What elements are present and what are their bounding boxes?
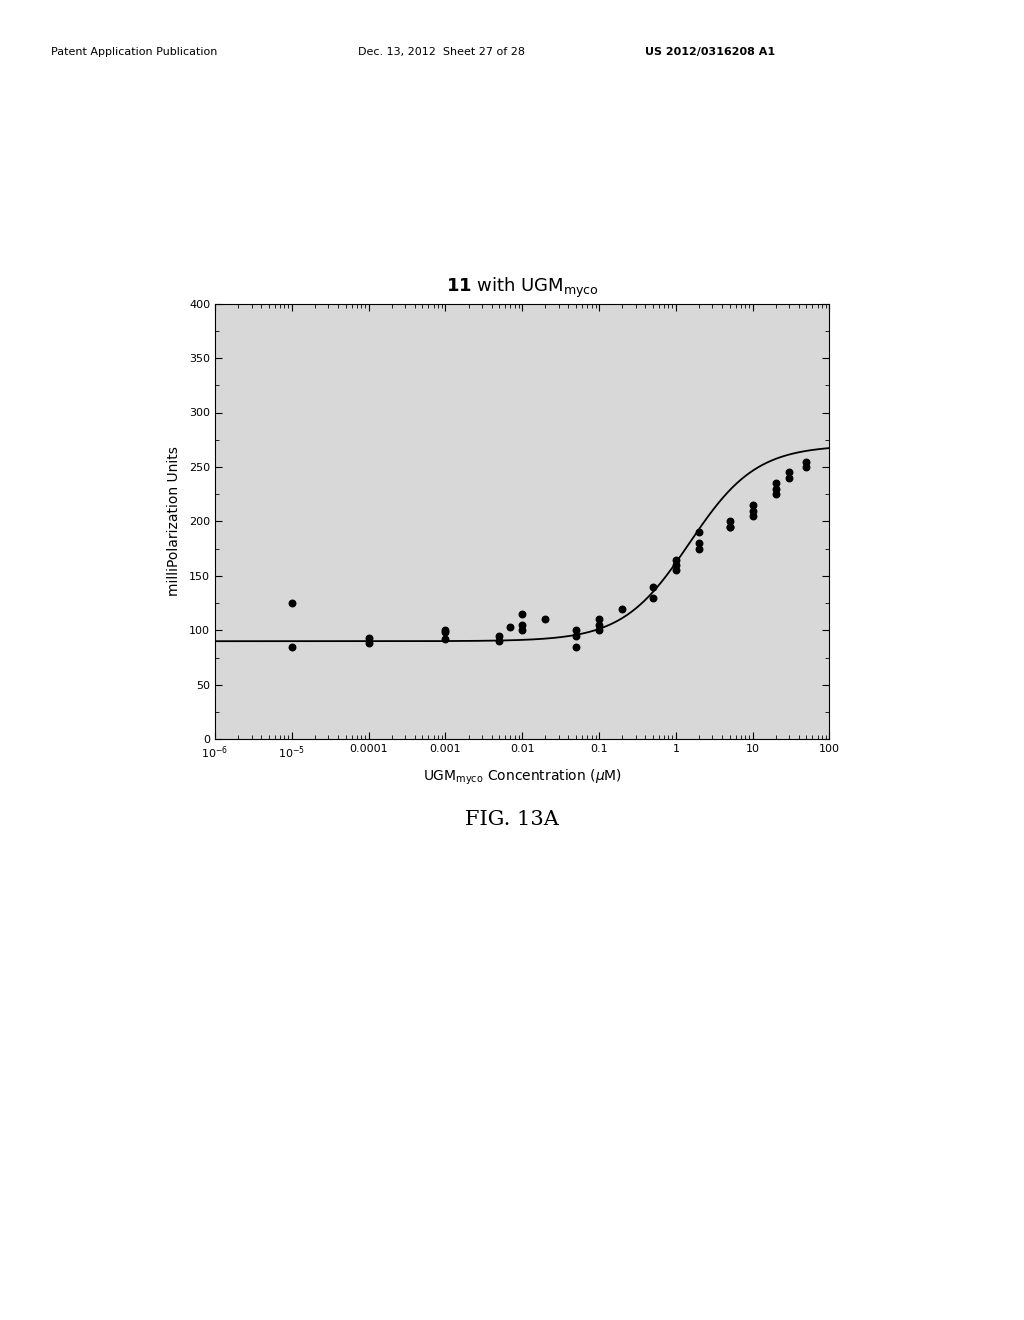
Point bbox=[781, 462, 798, 483]
Point bbox=[437, 620, 454, 642]
Point bbox=[744, 495, 761, 516]
Point bbox=[514, 603, 530, 624]
Point bbox=[567, 620, 584, 642]
Point bbox=[768, 473, 784, 494]
Point bbox=[668, 554, 684, 576]
Point bbox=[644, 576, 660, 597]
Point bbox=[502, 616, 518, 638]
Point bbox=[591, 614, 607, 635]
Point bbox=[514, 620, 530, 642]
Point bbox=[691, 539, 708, 560]
Point bbox=[284, 636, 300, 657]
Y-axis label: milliPolarization Units: milliPolarization Units bbox=[167, 446, 180, 597]
Point bbox=[360, 632, 377, 653]
X-axis label: UGM$_{\mathrm{myco}}$ Concentration ($\mu$M): UGM$_{\mathrm{myco}}$ Concentration ($\m… bbox=[423, 768, 622, 787]
Point bbox=[668, 560, 684, 581]
Point bbox=[490, 626, 507, 647]
Text: US 2012/0316208 A1: US 2012/0316208 A1 bbox=[645, 48, 775, 58]
Point bbox=[591, 609, 607, 630]
Point bbox=[798, 457, 814, 478]
Point bbox=[668, 549, 684, 570]
Point bbox=[284, 593, 300, 614]
Point bbox=[591, 620, 607, 642]
Point bbox=[691, 521, 708, 543]
Point bbox=[691, 533, 708, 554]
Point bbox=[614, 598, 631, 619]
Point bbox=[437, 622, 454, 643]
Point bbox=[538, 609, 554, 630]
Point bbox=[490, 631, 507, 652]
Title: $\mathbf{11}$ with UGM$_{\mathrm{myco}}$: $\mathbf{11}$ with UGM$_{\mathrm{myco}}$ bbox=[445, 276, 599, 301]
Point bbox=[514, 614, 530, 635]
Point bbox=[721, 511, 737, 532]
Point bbox=[567, 626, 584, 647]
Point bbox=[567, 636, 584, 657]
Point bbox=[768, 478, 784, 499]
Point bbox=[744, 500, 761, 521]
Text: Dec. 13, 2012  Sheet 27 of 28: Dec. 13, 2012 Sheet 27 of 28 bbox=[358, 48, 525, 58]
Point bbox=[768, 483, 784, 504]
Point bbox=[798, 451, 814, 473]
Point bbox=[360, 627, 377, 648]
Text: FIG. 13A: FIG. 13A bbox=[465, 810, 559, 829]
Point bbox=[721, 516, 737, 537]
Point bbox=[437, 628, 454, 649]
Point bbox=[744, 506, 761, 527]
Text: Patent Application Publication: Patent Application Publication bbox=[51, 48, 217, 58]
Point bbox=[644, 587, 660, 609]
Point bbox=[781, 467, 798, 488]
Point bbox=[721, 516, 737, 537]
